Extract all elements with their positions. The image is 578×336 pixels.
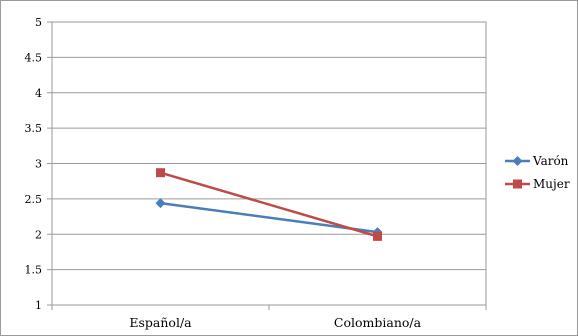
y-tick-label: 4.5	[25, 51, 43, 64]
x-category-label: Colombiano/a	[334, 315, 422, 330]
y-tick-label: 2.5	[25, 193, 43, 206]
data-point-mujer	[373, 231, 382, 241]
legend-label-var-n: Varón	[532, 154, 569, 168]
series-line-mujer	[160, 171, 378, 238]
gridlines	[52, 56, 486, 271]
y-tick-label: 2	[35, 228, 42, 241]
legend-marker-mujer	[513, 179, 522, 189]
y-tick-label: 5	[35, 16, 42, 29]
legend: Varón Mujer	[505, 154, 570, 191]
y-tick-label: 3.5	[25, 122, 43, 135]
y-axis-ticks: 1 1.5 2 2.5 3 3.5 4 4.5 5	[25, 16, 52, 312]
series-group	[155, 168, 383, 241]
x-category-label: Español/a	[129, 315, 192, 330]
data-point-mujer	[156, 168, 165, 178]
x-axis-categories: Español/a Colombiano/a	[51, 305, 487, 330]
series-line-var-n	[160, 201, 378, 234]
y-tick-label: 1	[35, 299, 42, 312]
legend-marker-var-n	[512, 156, 523, 166]
y-tick-label: 3	[35, 158, 42, 171]
legend-label-mujer: Mujer	[533, 177, 570, 191]
y-tick-label: 1.5	[25, 264, 43, 277]
data-point-var-n	[155, 198, 166, 209]
y-tick-label: 4	[35, 87, 42, 100]
